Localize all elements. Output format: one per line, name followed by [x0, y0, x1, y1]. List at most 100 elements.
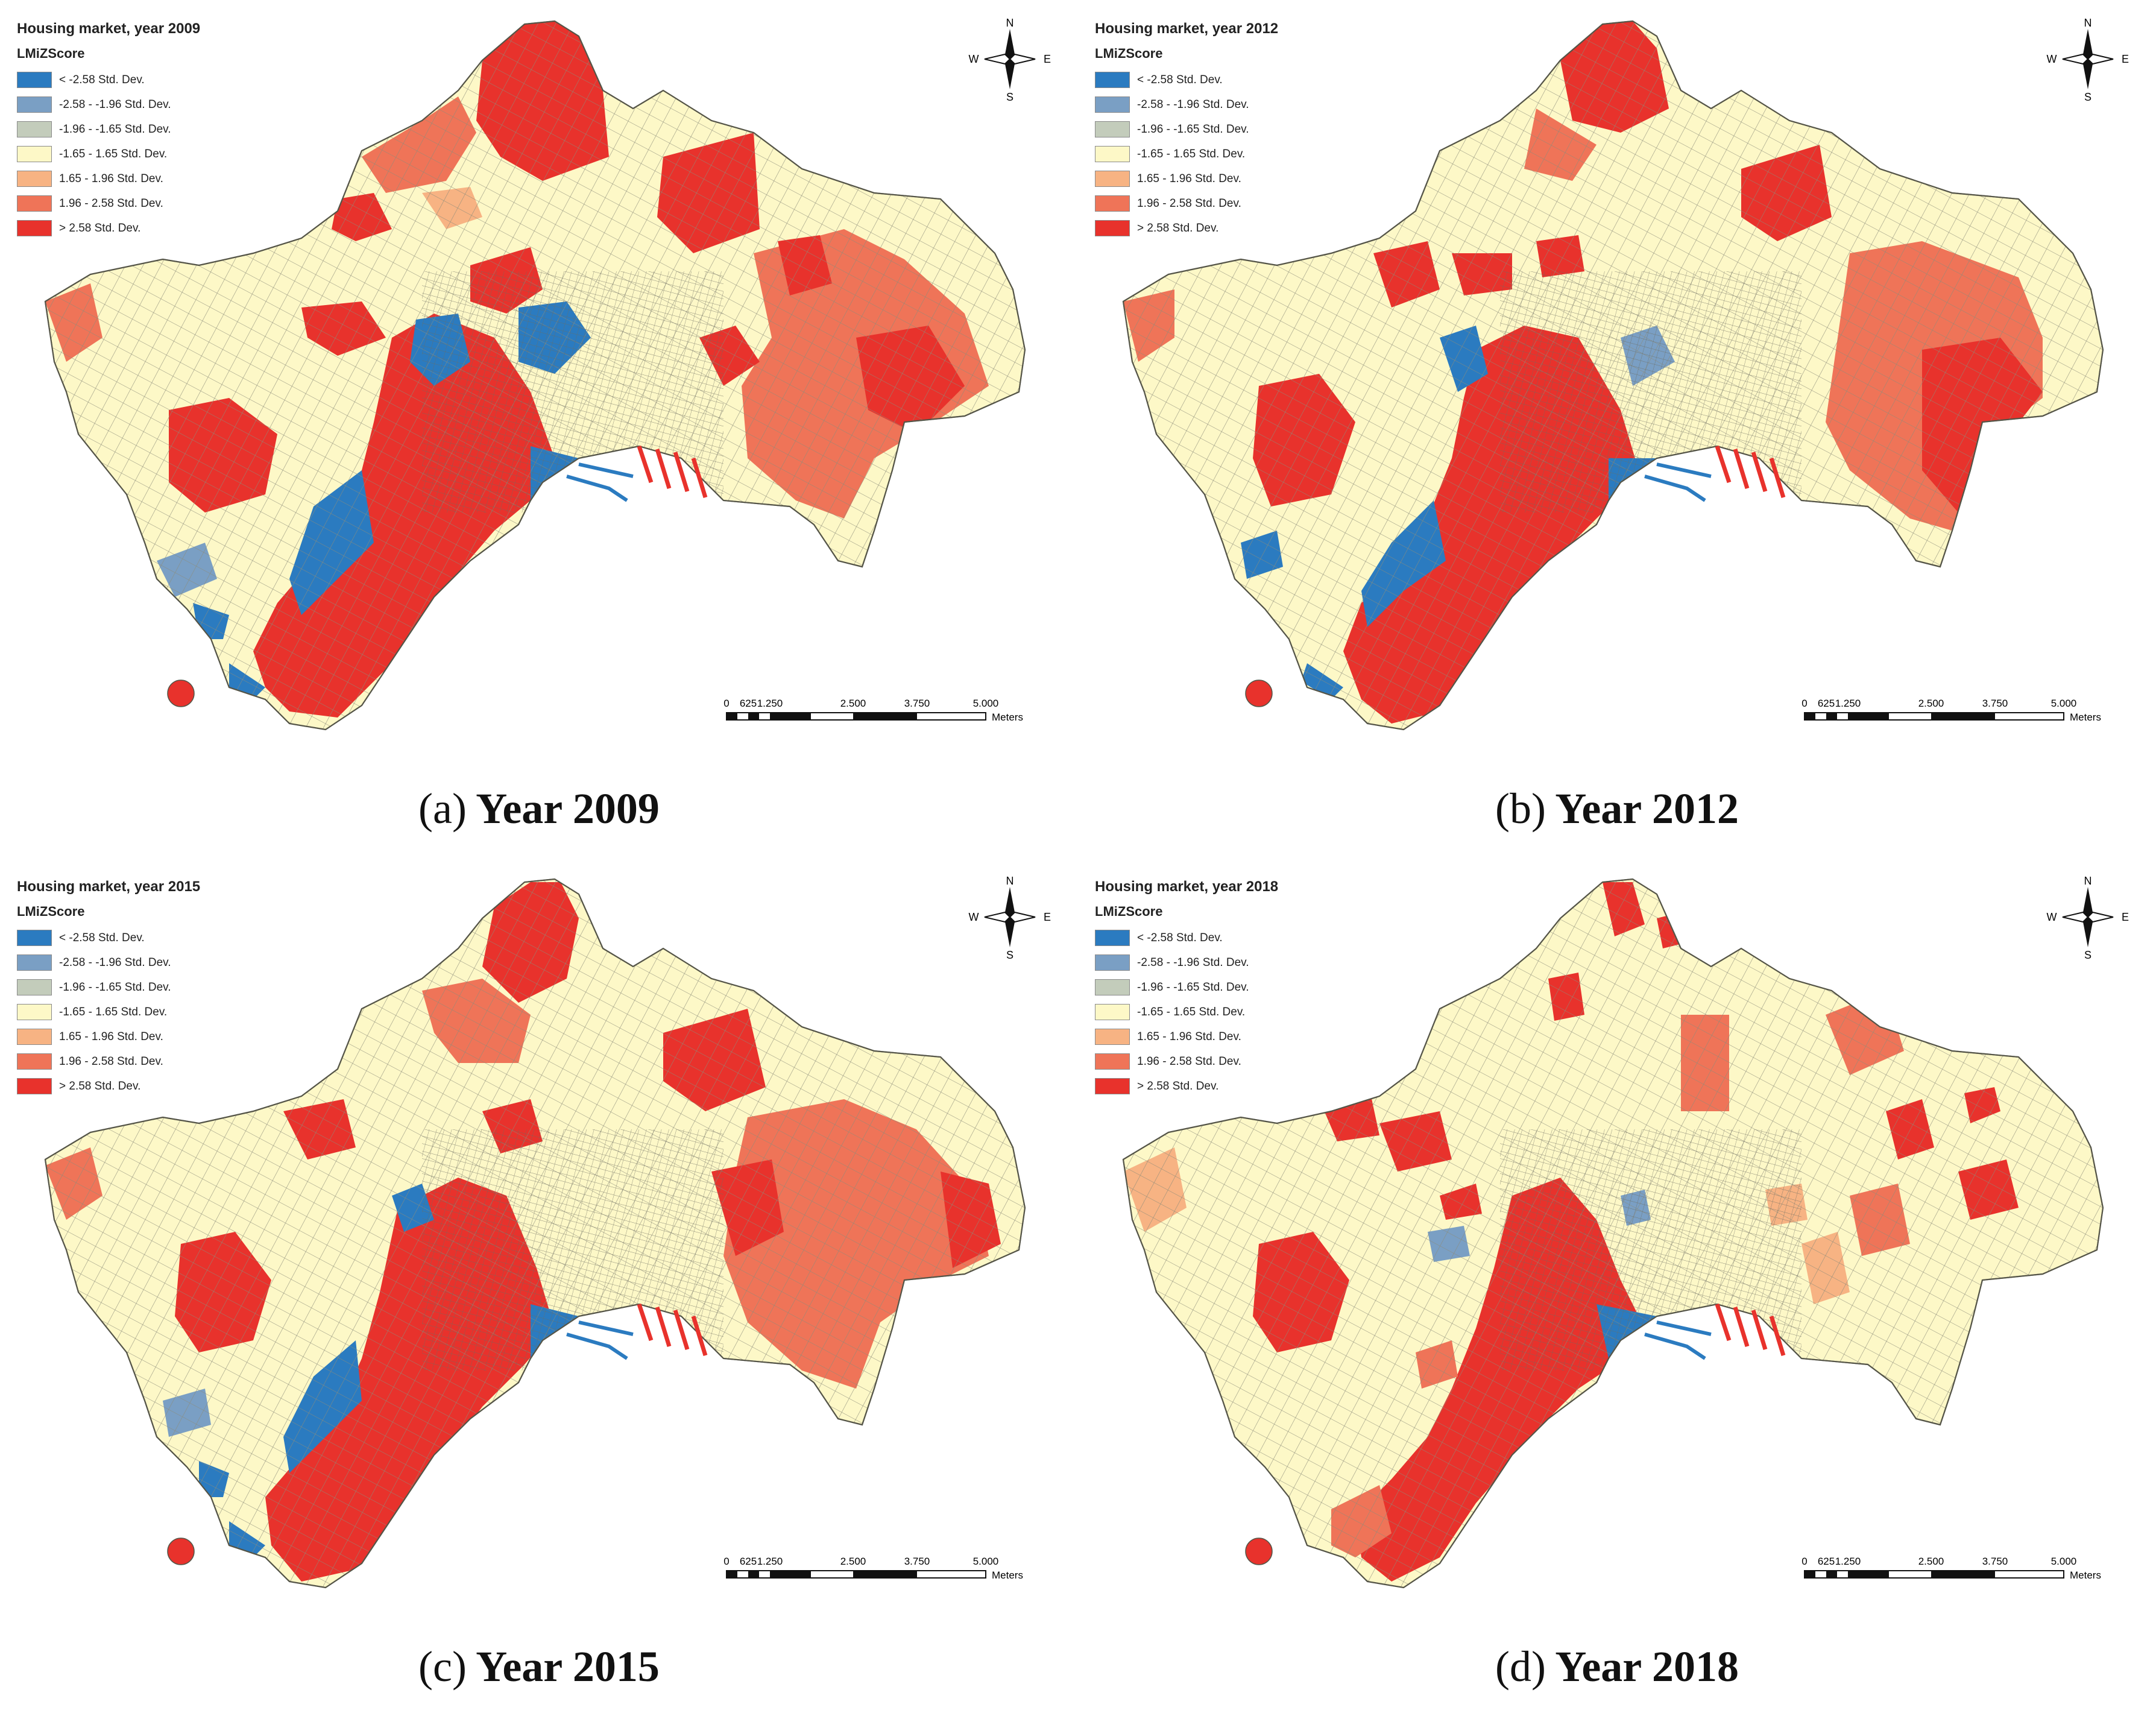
panel-d: Housing market, year 2018 LMiZScore < -2… — [1078, 858, 2156, 1716]
scale-tick: 1.250 — [1835, 1556, 1861, 1567]
scale-tick: 3.750 — [1982, 1556, 2008, 1567]
legend-item: 1.96 - 2.58 Std. Dev. — [1095, 191, 1249, 216]
panel-a: Housing market, year 2009 LMiZScore < -2… — [0, 0, 1078, 858]
legend-swatch — [1095, 72, 1130, 88]
legend-swatch — [17, 171, 52, 187]
legend-item: -2.58 - -1.96 Std. Dev. — [17, 950, 171, 975]
map-title: Housing market, year 2015 — [17, 879, 201, 895]
map-frame: Housing market, year 2018 LMiZScore < -2… — [1078, 858, 2156, 1612]
legend-label: < -2.58 Std. Dev. — [59, 931, 145, 944]
legend-label: 1.96 - 2.58 Std. Dev. — [59, 197, 163, 210]
legend-label: 1.65 - 1.96 Std. Dev. — [1137, 172, 1241, 185]
legend-swatch — [1095, 195, 1130, 212]
compass-s: S — [2084, 949, 2091, 959]
legend-item: > 2.58 Std. Dev. — [1095, 1074, 1249, 1099]
legend-item: < -2.58 Std. Dev. — [1095, 926, 1249, 950]
legend-swatch — [1095, 96, 1130, 113]
legend-label: -1.65 - 1.65 Std. Dev. — [59, 147, 168, 160]
legend-swatch — [1095, 1029, 1130, 1045]
legend-label: < -2.58 Std. Dev. — [59, 73, 145, 86]
legend-item: > 2.58 Std. Dev. — [17, 216, 171, 241]
legend-item: 1.65 - 1.96 Std. Dev. — [1095, 1024, 1249, 1049]
scale-tick: 625 — [1818, 1556, 1835, 1567]
map-frame: Housing market, year 2012 LMiZScore < -2… — [1078, 0, 2156, 754]
scale-tick: 0 — [723, 1556, 729, 1567]
compass-s: S — [1006, 949, 1013, 959]
legend-swatch — [17, 1053, 52, 1070]
scale-tick: 625 — [740, 698, 757, 709]
legend-item: > 2.58 Std. Dev. — [1095, 216, 1249, 241]
legend-item: -2.58 - -1.96 Std. Dev. — [17, 92, 171, 117]
scale-tick: 1.250 — [757, 698, 783, 709]
legend-swatch — [1095, 930, 1130, 946]
scale-tick: 2.500 — [1918, 698, 1944, 709]
legend-item: -2.58 - -1.96 Std. Dev. — [1095, 950, 1249, 975]
legend-label: -2.58 - -1.96 Std. Dev. — [1137, 98, 1249, 111]
legend-swatch — [1095, 979, 1130, 995]
scale-bar: 0 625 1.250 2.500 3.750 5.000 Meters — [1801, 1556, 2101, 1581]
legend-heading: LMiZScore — [1095, 904, 1163, 919]
legend-label: -1.65 - 1.65 Std. Dev. — [59, 1005, 168, 1018]
legend-swatch — [17, 195, 52, 212]
legend-item: 1.65 - 1.96 Std. Dev. — [17, 1024, 171, 1049]
scale-tick: 5.000 — [973, 698, 999, 709]
compass-e: E — [1044, 911, 1051, 923]
legend-swatch — [17, 1004, 52, 1020]
compass-s: S — [2084, 91, 2091, 101]
legend-label: 1.96 - 2.58 Std. Dev. — [59, 1055, 163, 1068]
caption-text: Year 2009 — [476, 784, 660, 833]
caption-text: Year 2018 — [1555, 1642, 1739, 1691]
legend-label: -1.65 - 1.65 Std. Dev. — [1137, 1005, 1246, 1018]
legend-item: -1.65 - 1.65 Std. Dev. — [1095, 142, 1249, 166]
legend-label: > 2.58 Std. Dev. — [1137, 221, 1219, 235]
scale-bar: 0 625 1.250 2.500 3.750 5.000 Meters — [723, 1556, 1023, 1581]
legend-swatch — [17, 96, 52, 113]
compass-n: N — [2084, 17, 2092, 29]
caption-letter: (c) — [418, 1642, 467, 1691]
legend-heading: LMiZScore — [17, 904, 85, 919]
legend-item: -2.58 - -1.96 Std. Dev. — [1095, 92, 1249, 117]
choropleth-map — [1078, 0, 2156, 754]
scale-tick: 625 — [1818, 698, 1835, 709]
legend-label: -1.96 - -1.65 Std. Dev. — [59, 122, 171, 136]
legend-swatch — [17, 1078, 52, 1094]
choropleth-map — [0, 0, 1078, 754]
legend-label: -1.96 - -1.65 Std. Dev. — [59, 980, 171, 994]
figure-caption: (c) Year 2015 — [0, 1642, 1078, 1692]
scale-tick: 0 — [723, 698, 729, 709]
panel-b: Housing market, year 2012 LMiZScore < -2… — [1078, 0, 2156, 858]
legend-swatch — [1095, 220, 1130, 236]
legend-label: 1.96 - 2.58 Std. Dev. — [1137, 1055, 1241, 1068]
legend-label: -1.65 - 1.65 Std. Dev. — [1137, 147, 1246, 160]
scale-tick: 2.500 — [840, 1556, 866, 1567]
panel-c: Housing market, year 2015 LMiZScore < -2… — [0, 858, 1078, 1716]
scale-tick: 5.000 — [973, 1556, 999, 1567]
caption-letter: (b) — [1495, 784, 1546, 833]
legend-label: < -2.58 Std. Dev. — [1137, 931, 1223, 944]
legend-label: -2.58 - -1.96 Std. Dev. — [59, 98, 171, 111]
compass-rose-icon: N S E W — [2047, 17, 2129, 101]
legend-swatch — [17, 146, 52, 162]
legend-item: -1.65 - 1.65 Std. Dev. — [17, 1000, 171, 1024]
legend-label: < -2.58 Std. Dev. — [1137, 73, 1223, 86]
map-title: Housing market, year 2018 — [1095, 879, 1279, 895]
map-title: Housing market, year 2012 — [1095, 21, 1279, 37]
legend-swatch — [17, 930, 52, 946]
legend-item: < -2.58 Std. Dev. — [17, 68, 171, 92]
compass-w: W — [2047, 53, 2057, 65]
legend-label: -1.96 - -1.65 Std. Dev. — [1137, 122, 1249, 136]
compass-w: W — [2047, 911, 2057, 923]
map-frame: Housing market, year 2009 LMiZScore < -2… — [0, 0, 1078, 754]
compass-n: N — [2084, 875, 2092, 887]
legend-item: -1.96 - -1.65 Std. Dev. — [17, 117, 171, 142]
caption-text: Year 2015 — [476, 1642, 660, 1691]
legend-swatch — [17, 220, 52, 236]
scale-unit: Meters — [992, 711, 1023, 723]
scale-tick: 625 — [740, 1556, 757, 1567]
legend-item: 1.96 - 2.58 Std. Dev. — [1095, 1049, 1249, 1074]
legend-item: < -2.58 Std. Dev. — [1095, 68, 1249, 92]
map-frame: Housing market, year 2015 LMiZScore < -2… — [0, 858, 1078, 1612]
scale-bar: 0 625 1.250 2.500 3.750 5.000 Meters — [723, 698, 1023, 723]
legend: < -2.58 Std. Dev. -2.58 - -1.96 Std. Dev… — [1095, 68, 1249, 241]
legend-label: > 2.58 Std. Dev. — [1137, 1079, 1219, 1093]
